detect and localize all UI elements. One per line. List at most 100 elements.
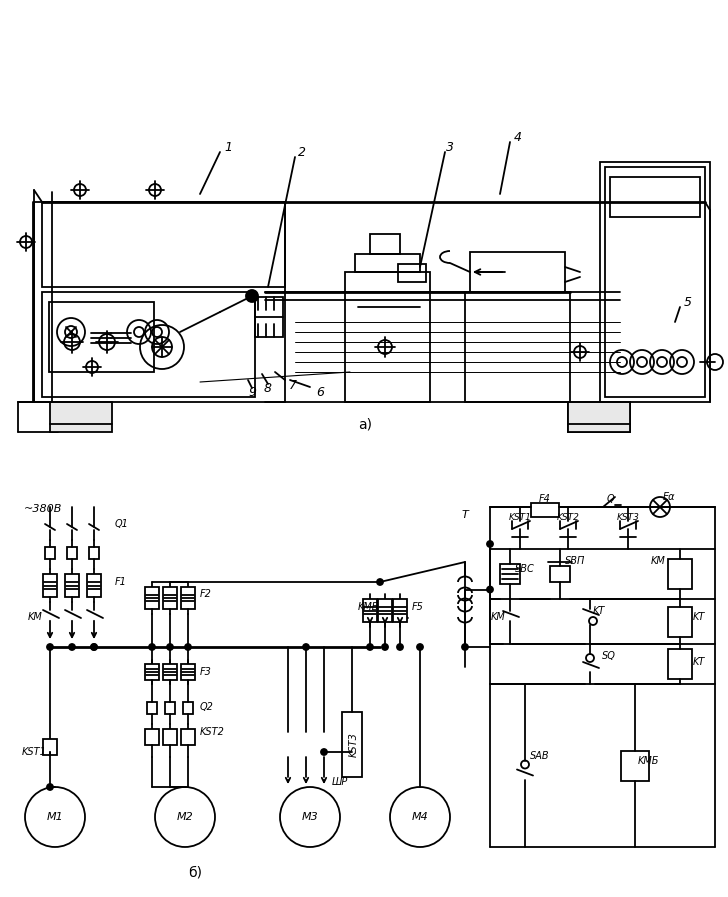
Circle shape bbox=[487, 587, 493, 593]
Text: 5: 5 bbox=[684, 295, 692, 309]
Bar bbox=[605, 167, 705, 397]
Bar bbox=[181, 729, 195, 745]
Bar bbox=[610, 177, 700, 217]
Circle shape bbox=[382, 644, 388, 650]
Bar bbox=[65, 574, 79, 597]
Text: F5: F5 bbox=[412, 602, 424, 612]
Bar bbox=[500, 564, 520, 584]
Text: SBC: SBC bbox=[515, 564, 535, 574]
Circle shape bbox=[303, 644, 309, 650]
Text: KST3: KST3 bbox=[349, 733, 359, 757]
Text: KST2: KST2 bbox=[200, 727, 225, 737]
Text: ШР: ШР bbox=[332, 777, 348, 787]
Bar bbox=[393, 599, 407, 622]
Text: KM: KM bbox=[28, 612, 43, 622]
Circle shape bbox=[321, 749, 327, 755]
Bar bbox=[345, 272, 430, 402]
Bar bbox=[42, 292, 255, 397]
Text: KM: KM bbox=[490, 612, 505, 622]
Text: 1: 1 bbox=[224, 141, 232, 153]
Bar bbox=[181, 664, 195, 681]
Text: M4: M4 bbox=[411, 812, 428, 822]
Text: KT: KT bbox=[693, 612, 705, 622]
Text: SAB: SAB bbox=[530, 751, 550, 761]
Circle shape bbox=[417, 644, 423, 650]
Circle shape bbox=[167, 644, 173, 650]
Bar bbox=[621, 751, 649, 780]
Circle shape bbox=[47, 784, 53, 790]
Text: F2: F2 bbox=[200, 589, 212, 599]
Text: M3: M3 bbox=[301, 812, 318, 822]
Bar bbox=[165, 702, 175, 714]
Text: Q: Q bbox=[606, 494, 614, 504]
Text: KST2: KST2 bbox=[557, 512, 579, 521]
Text: SQ: SQ bbox=[602, 651, 616, 661]
Text: KST1: KST1 bbox=[22, 747, 47, 757]
Text: 4: 4 bbox=[514, 130, 522, 144]
Text: T: T bbox=[462, 510, 468, 520]
Bar bbox=[163, 664, 177, 681]
Circle shape bbox=[367, 644, 373, 650]
Bar bbox=[370, 234, 400, 254]
Text: F1: F1 bbox=[115, 577, 127, 587]
Bar bbox=[50, 402, 112, 432]
Circle shape bbox=[91, 644, 97, 650]
Bar bbox=[183, 702, 193, 714]
Bar bbox=[465, 292, 570, 402]
Text: б): б) bbox=[188, 865, 202, 879]
Bar bbox=[355, 254, 420, 272]
Bar bbox=[87, 574, 101, 597]
Text: 3: 3 bbox=[446, 141, 454, 153]
Bar bbox=[34, 202, 285, 402]
Text: KST1: KST1 bbox=[509, 512, 531, 521]
Bar bbox=[181, 587, 195, 609]
Circle shape bbox=[185, 644, 191, 650]
Text: Q1: Q1 bbox=[115, 519, 129, 529]
Text: 7: 7 bbox=[289, 379, 297, 391]
Circle shape bbox=[462, 644, 468, 650]
Bar bbox=[145, 729, 159, 745]
Text: F4: F4 bbox=[539, 494, 551, 504]
Bar bbox=[163, 729, 177, 745]
Circle shape bbox=[397, 644, 403, 650]
Bar bbox=[668, 559, 692, 589]
Text: SВП: SВП bbox=[565, 556, 585, 566]
Bar bbox=[600, 162, 710, 402]
Circle shape bbox=[91, 644, 97, 650]
Text: M1: M1 bbox=[47, 812, 63, 822]
Bar bbox=[398, 264, 426, 282]
Circle shape bbox=[47, 644, 53, 650]
Bar bbox=[45, 547, 55, 559]
Circle shape bbox=[377, 579, 383, 585]
Circle shape bbox=[246, 290, 258, 302]
Circle shape bbox=[149, 644, 155, 650]
Text: M2: M2 bbox=[177, 812, 194, 822]
Text: ~380В: ~380В bbox=[24, 504, 63, 514]
Text: KM: KM bbox=[650, 556, 665, 566]
Bar bbox=[568, 402, 630, 432]
Circle shape bbox=[69, 644, 75, 650]
Bar bbox=[342, 712, 362, 777]
Text: Eα: Eα bbox=[663, 492, 676, 502]
Text: F3: F3 bbox=[200, 667, 212, 677]
Text: 8: 8 bbox=[264, 381, 272, 395]
Text: 2: 2 bbox=[298, 145, 306, 159]
Text: 9: 9 bbox=[248, 386, 256, 398]
Bar bbox=[363, 599, 377, 622]
Bar bbox=[89, 547, 99, 559]
Bar bbox=[668, 606, 692, 637]
Bar bbox=[145, 664, 159, 681]
Bar bbox=[43, 739, 57, 755]
Bar bbox=[531, 503, 559, 517]
Bar bbox=[470, 252, 565, 292]
Text: KMБ: KMБ bbox=[638, 755, 660, 765]
Bar bbox=[668, 649, 692, 679]
Text: 6: 6 bbox=[316, 386, 324, 398]
Bar bbox=[550, 566, 570, 582]
Bar bbox=[43, 574, 57, 597]
Text: KT: KT bbox=[593, 606, 606, 616]
Text: а): а) bbox=[358, 417, 372, 431]
Bar bbox=[145, 587, 159, 609]
Bar bbox=[163, 587, 177, 609]
Circle shape bbox=[487, 541, 493, 547]
